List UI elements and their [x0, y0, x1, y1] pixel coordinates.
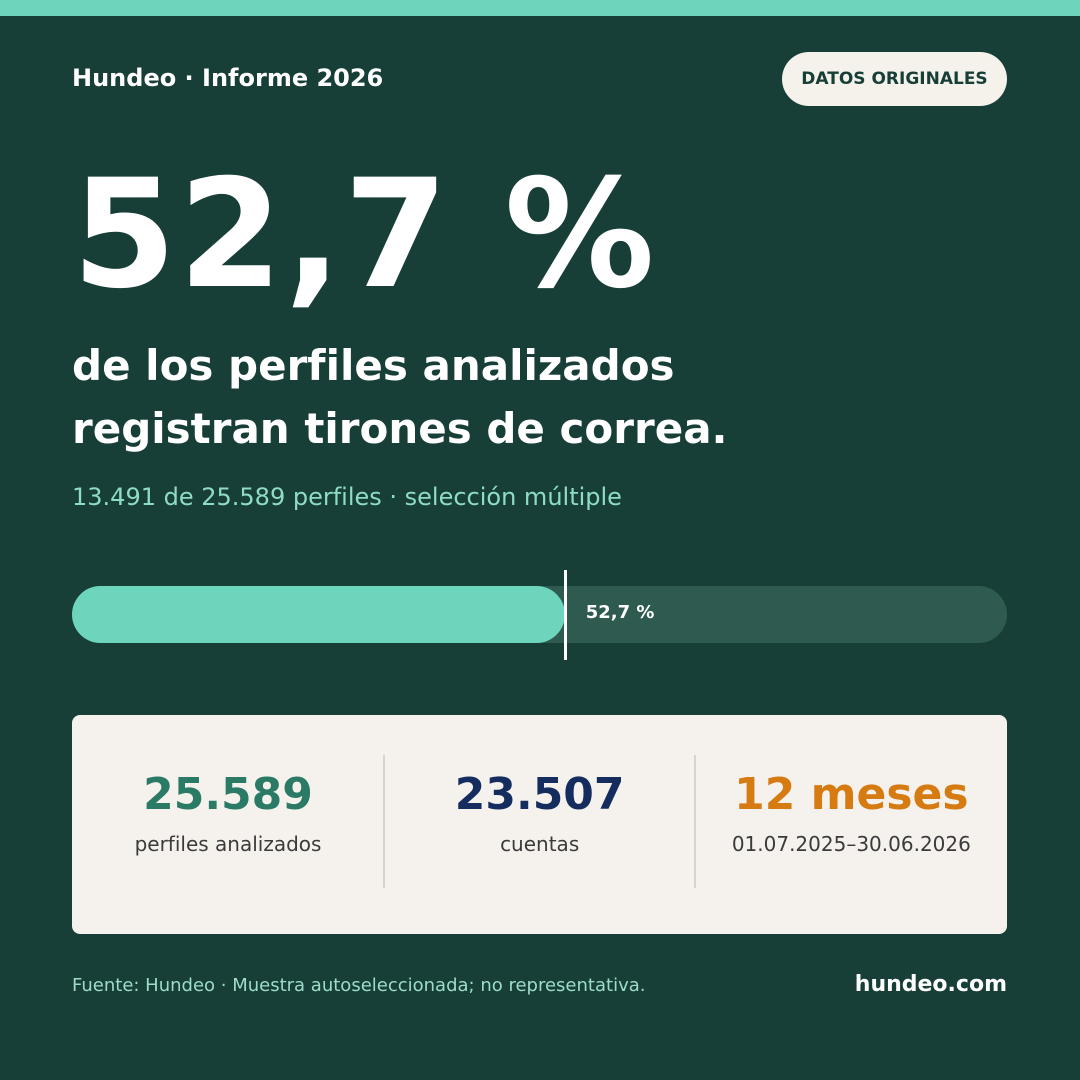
stat-value: 23.507	[454, 769, 625, 820]
top-stripe	[0, 0, 1080, 16]
headline-line: registran tirones de correa.	[72, 404, 728, 453]
stat: 23.507 cuentas	[384, 769, 696, 857]
stat-label: 01.07.2025–30.06.2026	[731, 832, 971, 856]
stat-value: 12 meses	[734, 769, 969, 820]
stat: 12 meses 01.07.2025–30.06.2026	[695, 769, 1007, 857]
progress-label: 52,7 %	[585, 602, 655, 623]
headline-line: de los perfiles analizados	[72, 341, 675, 390]
original-data-button[interactable]: DATOS ORIGINALES	[782, 52, 1007, 106]
progress-fill	[72, 586, 565, 643]
stats-card	[72, 715, 1007, 934]
stat: 25.589 perfiles analizados	[72, 769, 384, 857]
stat-value: 25.589	[143, 769, 313, 820]
headline-figure: 52,7 %	[72, 148, 657, 322]
stat-label: cuentas	[500, 832, 580, 856]
stat-label: perfiles analizados	[134, 832, 322, 856]
source: Fuente: Hundeo · Muestra autoseleccionad…	[72, 975, 646, 996]
stat-divider	[694, 755, 697, 888]
stat-divider	[382, 755, 385, 888]
brand: Hundeo · Informe 2026	[72, 64, 384, 92]
progress-marker	[563, 570, 567, 660]
site: hundeo.com	[854, 972, 1007, 997]
detail: 13.491 de 25.589 perfiles · selección mú…	[72, 483, 622, 511]
